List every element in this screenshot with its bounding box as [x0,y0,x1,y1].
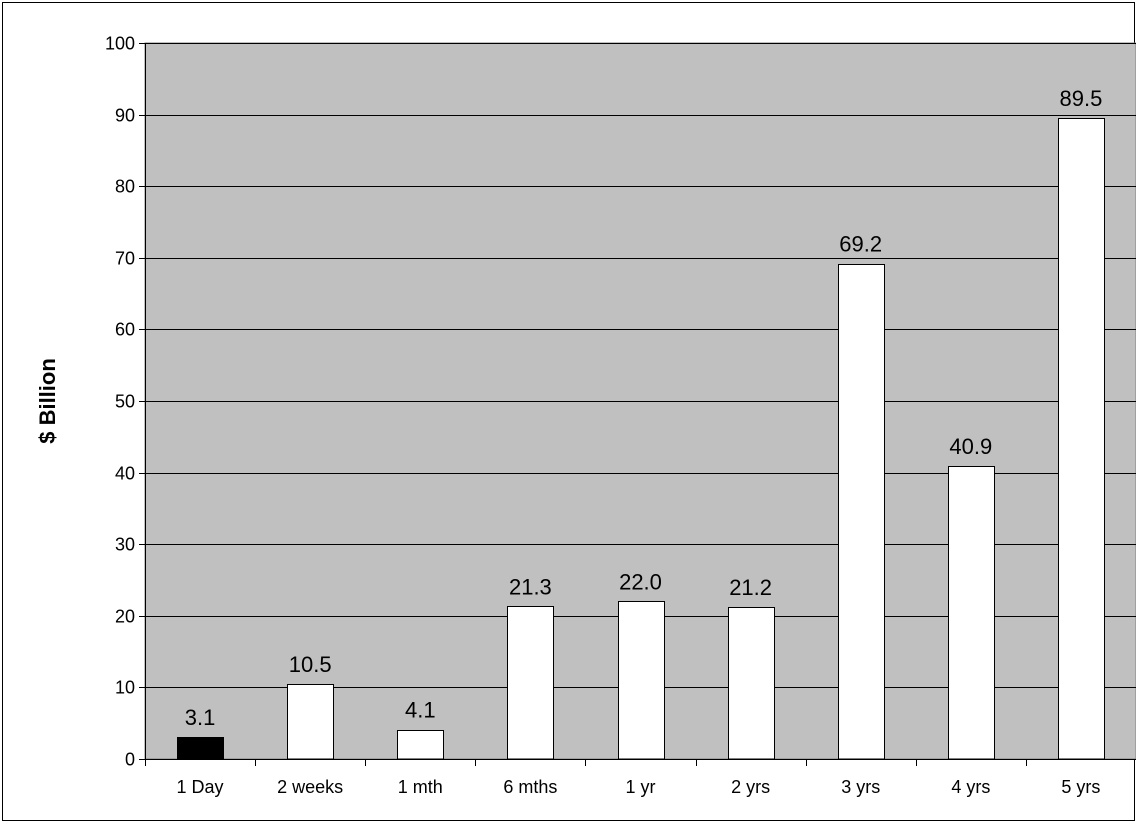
bars [177,118,1105,760]
bar-6-mths [507,606,554,760]
y-tick-label: 100 [105,34,135,54]
bar-1-yr [618,601,665,760]
bar-value-label: 69.2 [839,232,882,257]
y-tick-label: 10 [115,678,135,698]
bar-5-yrs [1058,118,1105,760]
bar-1-day [177,737,224,760]
y-tick-label: 20 [115,607,135,627]
bar-chart: 0 10 20 30 40 50 60 70 80 90 100 1 Day 2 weeks 1 mth 6… [35,34,1136,797]
bar-value-label: 21.3 [509,574,552,599]
y-tick-label: 0 [125,750,135,770]
x-category-label: 2 weeks [277,777,343,797]
y-tick-label: 80 [115,177,135,197]
y-tick-label: 90 [115,106,135,126]
bar-4-yrs [948,466,995,760]
y-tick-label: 50 [115,392,135,412]
bar-value-label: 22.0 [619,569,662,594]
x-category-label: 3 yrs [841,777,880,797]
x-category-label: 5 yrs [1061,777,1100,797]
y-tick-label: 60 [115,320,135,340]
y-axis-title: $ Billion [35,358,60,444]
x-category-label: 6 mths [503,777,557,797]
bar-value-label: 4.1 [405,698,436,723]
x-category-label: 1 Day [177,777,224,797]
data-labels: 3.1 10.5 4.1 21.3 22.0 21.2 69.2 40.9 89.5 [185,86,1103,730]
bar-value-label: 3.1 [185,705,216,730]
x-category-label: 1 mth [398,777,443,797]
y-tick-label: 40 [115,464,135,484]
bar-3-yrs [838,264,885,760]
x-category-label: 2 yrs [731,777,770,797]
bar-value-label: 21.2 [729,575,772,600]
bar-value-label: 10.5 [289,652,332,677]
bar-2-weeks [287,684,334,760]
bar-2-yrs [728,607,775,760]
y-tick-label: 70 [115,249,135,269]
y-tick-label: 30 [115,535,135,555]
x-category-label: 4 yrs [951,777,990,797]
x-category-label: 1 yr [625,777,655,797]
bar-value-label: 40.9 [949,434,992,459]
axes: 0 10 20 30 40 50 60 70 80 90 100 1 Day 2 weeks 1 mth 6… [105,34,1136,797]
bar-value-label: 89.5 [1060,86,1103,111]
bar-1-mth [397,730,444,760]
